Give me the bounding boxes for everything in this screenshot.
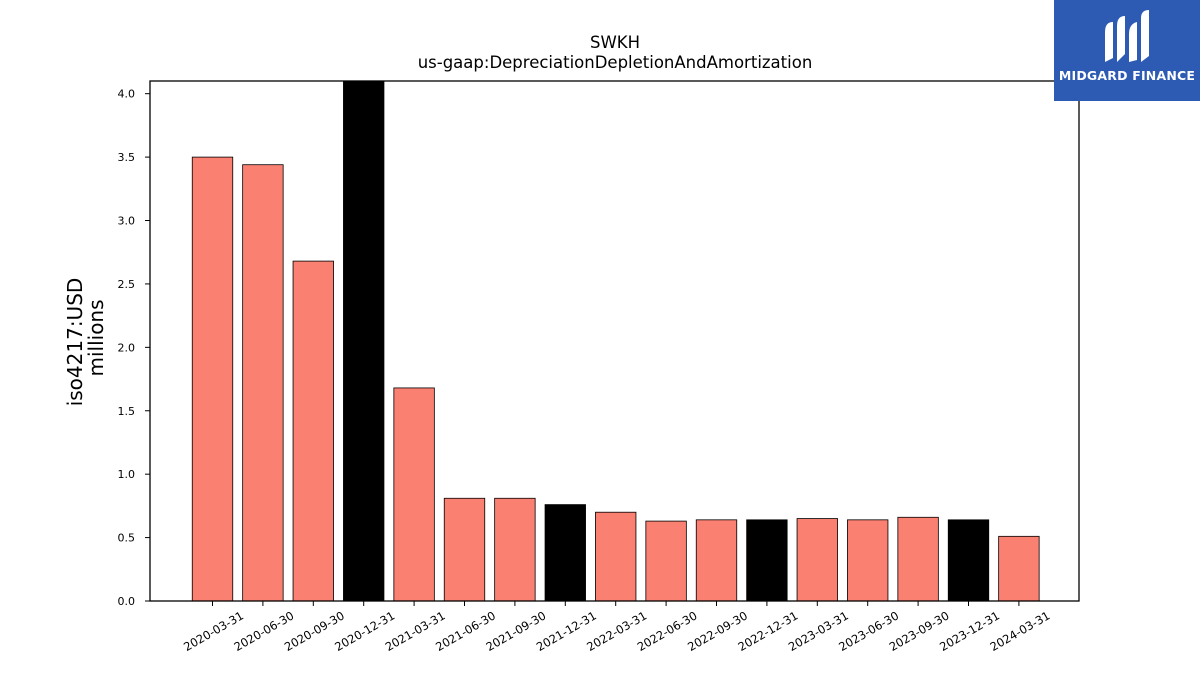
bar-2020-06-30	[242, 164, 284, 602]
bar-2023-06-30	[847, 519, 889, 602]
bar-2022-03-31	[595, 511, 637, 602]
bar-2023-12-31	[947, 519, 990, 602]
bar-2020-03-31	[191, 156, 234, 602]
y-tick-label: 4.0	[118, 88, 136, 101]
y-tick-label: 1.0	[118, 468, 136, 481]
chart-subtitle: us-gaap:DepreciationDepletionAndAmortiza…	[418, 53, 813, 72]
y-axis-label-line2: millions	[84, 299, 108, 376]
bar-2021-09-30	[494, 497, 536, 602]
y-tick-label: 2.5	[118, 278, 136, 291]
midgard-logo-icon	[1105, 10, 1149, 62]
bar-2021-06-30	[443, 497, 486, 602]
bar-2023-03-31	[796, 518, 838, 602]
bars-group	[191, 80, 1040, 602]
chart-title: SWKH	[590, 33, 640, 52]
y-axis-label-line1: iso4217:USD	[63, 278, 87, 407]
y-tick-label: 0.5	[118, 532, 136, 545]
bar-2021-03-31	[393, 387, 435, 602]
bar-2022-12-31	[746, 519, 788, 602]
bar-2023-09-30	[897, 516, 939, 602]
brand-logo: MIDGARD FINANCE	[1054, 0, 1200, 101]
y-tick-label: 2.0	[118, 341, 136, 354]
plot-frame	[149, 80, 1080, 602]
y-tick-label: 0.0	[118, 595, 136, 608]
y-ticks-group: 0.0 0.5 1.0 1.5 2.0 2.5 3.0 3.5 4.0	[118, 88, 150, 608]
bar-2022-06-30	[645, 520, 687, 602]
bar-2020-12-31	[343, 80, 385, 602]
logo-text: MIDGARD FINANCE	[1058, 68, 1196, 83]
bar-2021-12-31	[544, 504, 586, 602]
y-tick-label: 1.5	[118, 405, 136, 418]
bar-2022-09-30	[695, 519, 738, 602]
bar-2024-03-31	[998, 535, 1040, 602]
y-tick-label: 3.5	[118, 151, 136, 164]
y-tick-label: 3.0	[118, 215, 136, 228]
x-ticks-group: 2020-03-312020-06-302020-09-302020-12-31…	[181, 601, 1052, 654]
bar-2020-09-30	[292, 260, 334, 602]
